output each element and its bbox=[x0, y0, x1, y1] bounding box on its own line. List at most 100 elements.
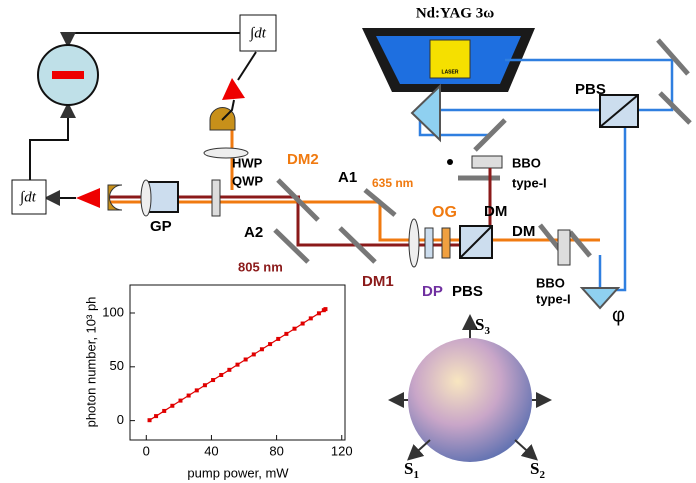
label: 635 nm bbox=[372, 176, 413, 190]
label: S2 bbox=[530, 459, 545, 481]
axis-arrow bbox=[407, 439, 431, 461]
label: type-I bbox=[536, 291, 571, 306]
label: ∫dt bbox=[249, 25, 267, 41]
label: PBS bbox=[575, 81, 606, 98]
data-point bbox=[186, 393, 191, 398]
mirror bbox=[363, 188, 397, 217]
data-point bbox=[162, 408, 167, 413]
uv-beam bbox=[598, 110, 627, 292]
mirror bbox=[658, 91, 692, 125]
label: S bbox=[475, 315, 484, 334]
plate bbox=[424, 227, 434, 259]
label: 1 bbox=[413, 469, 419, 481]
wire bbox=[29, 102, 76, 180]
prism bbox=[579, 287, 621, 310]
amplifier bbox=[222, 78, 245, 100]
data-point bbox=[219, 372, 224, 377]
data-point bbox=[178, 398, 183, 403]
data-point bbox=[251, 352, 256, 357]
label: DM bbox=[512, 223, 535, 240]
data-point bbox=[211, 378, 216, 383]
data-point bbox=[284, 331, 289, 336]
lens bbox=[140, 179, 152, 217]
mirror bbox=[538, 223, 562, 252]
wire bbox=[237, 51, 257, 81]
amplifier bbox=[76, 188, 100, 208]
label: OG bbox=[432, 204, 457, 221]
data-point bbox=[147, 418, 152, 423]
laser-sign bbox=[429, 39, 471, 79]
data-point bbox=[308, 316, 313, 321]
label: S3 bbox=[475, 315, 490, 337]
integrator bbox=[11, 179, 47, 215]
poincare-sphere bbox=[408, 338, 532, 462]
axis-arrow bbox=[514, 439, 538, 461]
label: S bbox=[530, 459, 539, 478]
label: 805 nm bbox=[238, 259, 283, 274]
mirror bbox=[273, 228, 310, 264]
label: S bbox=[404, 459, 413, 478]
label: DM2 bbox=[287, 151, 319, 168]
label: A1 bbox=[338, 169, 357, 186]
detector bbox=[107, 184, 123, 211]
x-tick-label: 80 bbox=[269, 443, 283, 458]
label: DM bbox=[484, 203, 507, 220]
label: S1 bbox=[404, 459, 419, 481]
label: 2 bbox=[539, 469, 545, 481]
data-point bbox=[243, 357, 248, 362]
x-tick-label: 40 bbox=[204, 443, 218, 458]
label: type-I bbox=[512, 175, 547, 190]
y-tick-label: 100 bbox=[102, 304, 124, 319]
plate bbox=[211, 179, 221, 217]
data-point bbox=[300, 321, 305, 326]
data-point bbox=[292, 326, 297, 331]
label: HWP bbox=[232, 155, 263, 170]
data-point bbox=[154, 414, 159, 419]
plot-frame bbox=[129, 284, 346, 441]
data-point bbox=[235, 362, 240, 367]
label: PBS bbox=[452, 283, 483, 300]
wire bbox=[221, 99, 235, 121]
label: ∫dt bbox=[19, 189, 37, 205]
minus bbox=[52, 71, 84, 79]
x-tick-label: 0 bbox=[143, 443, 150, 458]
lens bbox=[203, 147, 249, 159]
inset-chart: pump power, mW photon number, 10³ ph 0 40… bbox=[83, 284, 353, 480]
integrator bbox=[239, 14, 277, 52]
data-point bbox=[316, 311, 321, 316]
pbs-diag bbox=[599, 94, 639, 128]
label: LASER bbox=[442, 69, 459, 75]
data-point bbox=[202, 383, 207, 388]
bbo-crystal bbox=[471, 155, 503, 169]
label: Nd:YAG 3ω bbox=[416, 5, 494, 21]
label: QWP bbox=[232, 173, 263, 188]
uv-beam bbox=[418, 58, 674, 137]
pbs-diag bbox=[459, 225, 493, 259]
mirror bbox=[338, 226, 377, 264]
y-tick-label: 0 bbox=[117, 412, 124, 427]
label: DP bbox=[422, 283, 443, 300]
x-tick-label: 120 bbox=[331, 443, 353, 458]
data-point bbox=[276, 336, 281, 341]
y-axis-label: photon number, 10³ ph bbox=[83, 297, 98, 428]
mirror bbox=[656, 38, 690, 76]
data-point bbox=[227, 367, 232, 372]
wire bbox=[60, 32, 240, 48]
y-tick-label: 50 bbox=[110, 358, 124, 373]
label: 3 bbox=[484, 325, 490, 337]
label: GP bbox=[150, 218, 172, 235]
mirror bbox=[568, 230, 592, 258]
x-axis-label: pump power, mW bbox=[187, 465, 289, 480]
data-point bbox=[170, 403, 175, 408]
label: φ bbox=[612, 304, 625, 326]
lens bbox=[408, 218, 420, 268]
dot bbox=[447, 159, 453, 165]
label: A2 bbox=[244, 224, 263, 241]
mirror bbox=[276, 178, 320, 222]
beam-805 bbox=[296, 168, 492, 247]
filter bbox=[441, 227, 451, 259]
data-point bbox=[323, 307, 328, 312]
setup: Nd:YAG 3ω LASER PBS BBO type-I DM2 A1 63… bbox=[11, 5, 692, 481]
data-point bbox=[194, 388, 199, 393]
